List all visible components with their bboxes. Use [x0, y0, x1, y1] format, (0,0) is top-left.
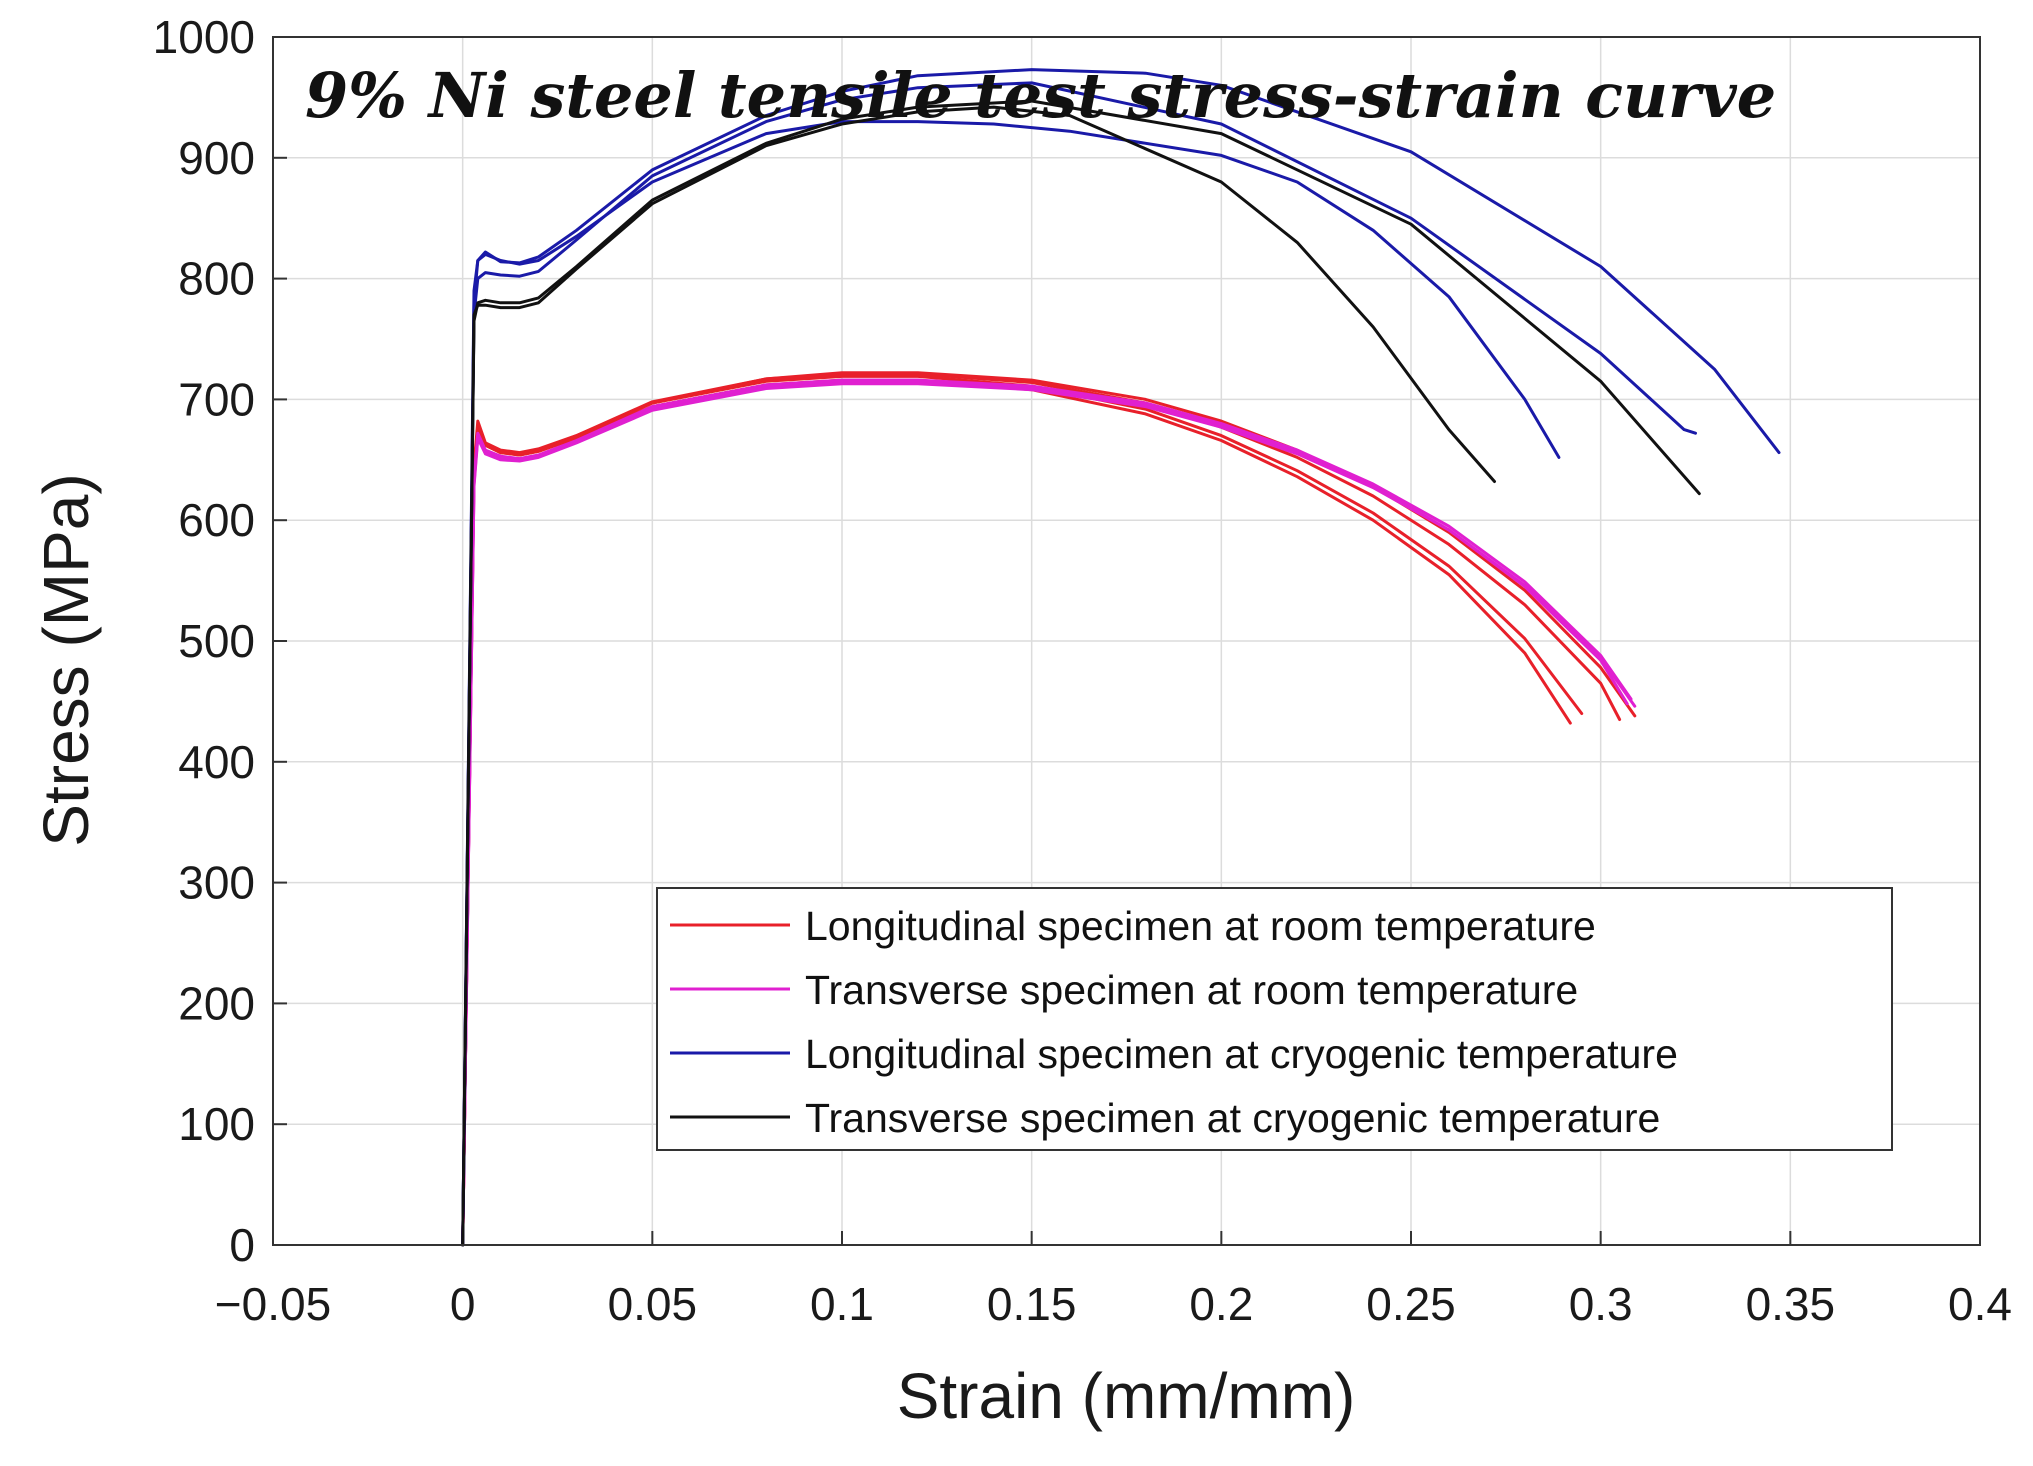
x-tick-label: 0.4	[1948, 1278, 2012, 1330]
x-axis-label: Strain (mm/mm)	[897, 1360, 1356, 1432]
legend-entry-label: Transverse specimen at room temperature	[805, 967, 1578, 1013]
x-axis-ticks: −0.05 0 0.05 0.1 0.15 0.2 0.25 0.3 0.35 0.4	[215, 1231, 2012, 1330]
x-tick-label: 0.35	[1746, 1278, 1836, 1330]
x-tick-label: 0.1	[810, 1278, 874, 1330]
series-line-11	[461, 105, 1496, 1247]
series-line-12	[461, 99, 1701, 1247]
x-tick-label: 0.15	[987, 1278, 1077, 1330]
legend: Longitudinal specimen at room temperatur…	[656, 887, 1893, 1151]
y-axis-label: Stress (MPa)	[30, 473, 102, 846]
y-tick-label: 600	[178, 494, 255, 546]
y-tick-label: 900	[178, 132, 255, 184]
y-tick-label: 0	[229, 1219, 255, 1271]
x-tick-label: −0.05	[215, 1278, 331, 1330]
y-tick-label: 100	[178, 1098, 255, 1150]
series-line-9	[461, 81, 1697, 1247]
y-tick-label: 400	[178, 736, 255, 788]
x-tick-label: 0.05	[608, 1278, 698, 1330]
series-line-10	[461, 68, 1781, 1247]
x-tick-label: 0.3	[1569, 1278, 1633, 1330]
y-tick-label: 800	[178, 253, 255, 305]
plot-frame	[272, 36, 1981, 1246]
legend-entry-label: Transverse specimen at cryogenic tempera…	[805, 1095, 1660, 1141]
x-tick-label: 0	[450, 1278, 476, 1330]
series-line-8	[461, 120, 1561, 1247]
y-tick-label: 200	[178, 977, 255, 1029]
y-tick-label: 500	[178, 615, 255, 667]
y-tick-label: 300	[178, 857, 255, 909]
series-lines	[461, 68, 1781, 1247]
series-line-7	[461, 382, 1637, 1247]
y-tick-label: 1000	[153, 11, 255, 63]
x-tick-label: 0.25	[1366, 1278, 1456, 1330]
x-tick-label: 0.2	[1189, 1278, 1253, 1330]
legend-entry-label: Longitudinal specimen at room temperatur…	[805, 903, 1596, 949]
legend-box	[656, 887, 1893, 1151]
chart-title: 9% Ni steel tensile test stress-strain c…	[305, 59, 1776, 132]
legend-entry-label: Longitudinal specimen at cryogenic tempe…	[805, 1031, 1678, 1077]
y-axis-ticks: 0 100 200 300 400 500 600 700 800 900 1000	[153, 11, 287, 1271]
series-line-6	[461, 378, 1633, 1247]
y-tick-label: 700	[178, 373, 255, 425]
